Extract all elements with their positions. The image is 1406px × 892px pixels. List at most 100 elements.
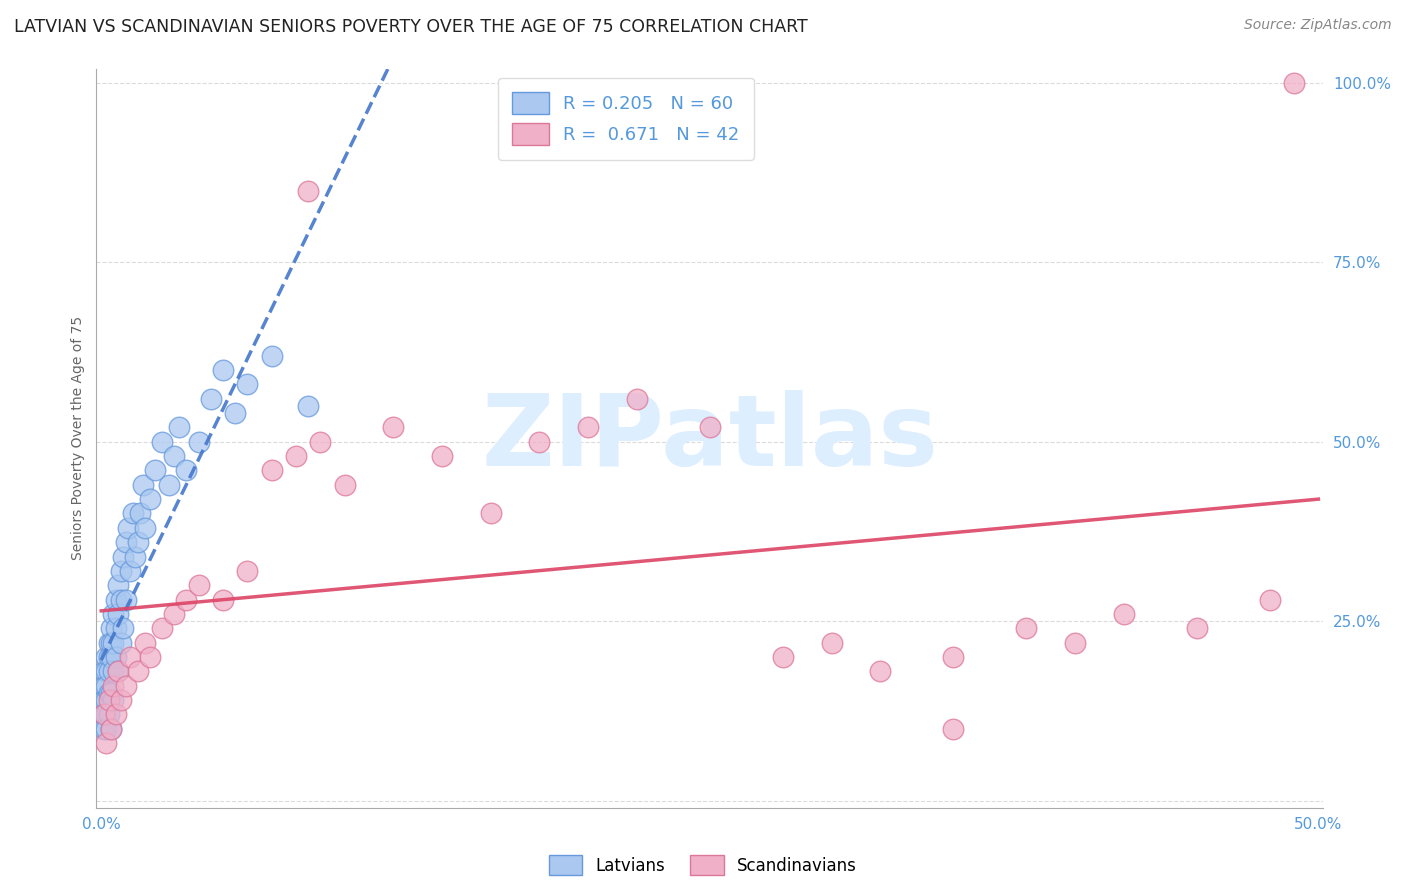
Point xyxy=(163,607,186,621)
Point xyxy=(103,607,125,621)
Point xyxy=(114,679,136,693)
Text: LATVIAN VS SCANDINAVIAN SENIORS POVERTY OVER THE AGE OF 75 CORRELATION CHART: LATVIAN VS SCANDINAVIAN SENIORS POVERTY … xyxy=(14,18,808,36)
Point xyxy=(93,722,115,736)
Point xyxy=(121,507,143,521)
Point xyxy=(167,420,190,434)
Point xyxy=(150,621,173,635)
Point xyxy=(285,449,308,463)
Point xyxy=(176,463,198,477)
Point xyxy=(93,707,115,722)
Point xyxy=(212,592,235,607)
Point xyxy=(626,392,648,406)
Point xyxy=(120,564,142,578)
Point xyxy=(1282,76,1305,90)
Point xyxy=(100,621,122,635)
Point xyxy=(94,650,117,665)
Point xyxy=(112,621,135,635)
Point xyxy=(224,406,246,420)
Legend: R = 0.205   N = 60, R =  0.671   N = 42: R = 0.205 N = 60, R = 0.671 N = 42 xyxy=(498,78,754,160)
Point xyxy=(103,693,125,707)
Point xyxy=(114,592,136,607)
Point xyxy=(97,693,120,707)
Point xyxy=(93,707,115,722)
Point xyxy=(131,477,153,491)
Point xyxy=(97,650,120,665)
Point xyxy=(127,535,149,549)
Point xyxy=(107,607,129,621)
Point xyxy=(94,679,117,693)
Point xyxy=(100,635,122,649)
Point xyxy=(942,650,965,665)
Point xyxy=(104,592,127,607)
Point xyxy=(139,492,162,507)
Point xyxy=(100,722,122,736)
Point xyxy=(94,693,117,707)
Point xyxy=(104,707,127,722)
Point xyxy=(297,184,319,198)
Point xyxy=(97,665,120,679)
Point xyxy=(100,650,122,665)
Point xyxy=(820,635,842,649)
Point xyxy=(150,434,173,449)
Point xyxy=(772,650,794,665)
Point xyxy=(107,665,129,679)
Point xyxy=(236,377,259,392)
Legend: Latvians, Scandinavians: Latvians, Scandinavians xyxy=(541,847,865,884)
Point xyxy=(942,722,965,736)
Point xyxy=(110,635,132,649)
Point xyxy=(1064,635,1087,649)
Point xyxy=(110,592,132,607)
Point xyxy=(97,635,120,649)
Point xyxy=(1185,621,1208,635)
Point xyxy=(479,507,502,521)
Point xyxy=(97,707,120,722)
Point xyxy=(187,434,209,449)
Point xyxy=(129,507,152,521)
Point xyxy=(260,349,283,363)
Point xyxy=(107,665,129,679)
Point xyxy=(94,722,117,736)
Point xyxy=(127,665,149,679)
Point xyxy=(1258,592,1281,607)
Point xyxy=(382,420,405,434)
Point xyxy=(212,363,235,377)
Point xyxy=(176,592,198,607)
Point xyxy=(104,650,127,665)
Point xyxy=(93,679,115,693)
Point xyxy=(1015,621,1038,635)
Point xyxy=(529,434,551,449)
Point xyxy=(103,635,125,649)
Point xyxy=(143,463,166,477)
Point xyxy=(333,477,356,491)
Point xyxy=(1112,607,1135,621)
Point xyxy=(120,650,142,665)
Point xyxy=(107,578,129,592)
Point xyxy=(134,521,156,535)
Point xyxy=(187,578,209,592)
Point xyxy=(869,665,891,679)
Point xyxy=(134,635,156,649)
Point xyxy=(100,686,122,700)
Point xyxy=(103,679,125,693)
Point xyxy=(100,722,122,736)
Point xyxy=(114,535,136,549)
Point xyxy=(97,686,120,700)
Point xyxy=(93,665,115,679)
Point xyxy=(139,650,162,665)
Point xyxy=(104,621,127,635)
Point xyxy=(430,449,453,463)
Point xyxy=(157,477,180,491)
Point xyxy=(117,521,139,535)
Point xyxy=(236,564,259,578)
Point xyxy=(110,564,132,578)
Point xyxy=(94,707,117,722)
Y-axis label: Seniors Poverty Over the Age of 75: Seniors Poverty Over the Age of 75 xyxy=(72,316,86,560)
Point xyxy=(112,549,135,564)
Text: Source: ZipAtlas.com: Source: ZipAtlas.com xyxy=(1244,18,1392,32)
Point xyxy=(94,665,117,679)
Point xyxy=(110,693,132,707)
Point xyxy=(576,420,599,434)
Point xyxy=(309,434,332,449)
Point xyxy=(124,549,146,564)
Point xyxy=(163,449,186,463)
